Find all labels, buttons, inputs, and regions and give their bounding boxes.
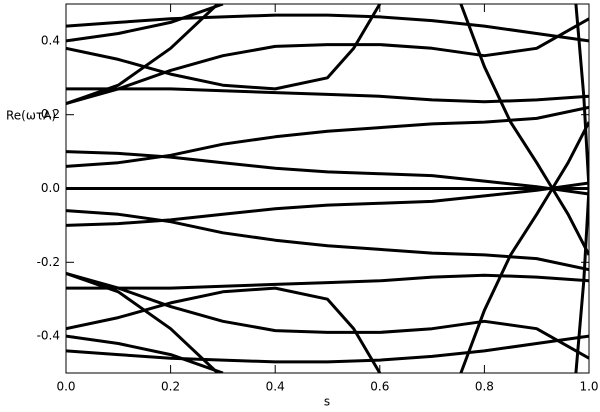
curve xyxy=(66,17,589,106)
y-tick-label: 0.2 xyxy=(41,107,60,121)
curve xyxy=(66,150,589,196)
curve xyxy=(66,286,382,373)
curve xyxy=(66,271,219,373)
x-tick-label: 0.4 xyxy=(266,380,285,394)
curve xyxy=(66,181,589,227)
x-tick-label: 1.0 xyxy=(579,380,598,394)
curve xyxy=(574,4,589,373)
x-axis-label: s xyxy=(324,395,330,409)
curve xyxy=(66,4,219,106)
x-tick-label: 0.8 xyxy=(475,380,494,394)
curve xyxy=(459,121,589,373)
curve xyxy=(66,334,224,373)
x-tick-label: 0.2 xyxy=(161,380,180,394)
y-tick-label: -0.2 xyxy=(37,255,60,269)
curve xyxy=(66,271,589,360)
curve xyxy=(66,87,589,104)
curve xyxy=(66,209,589,272)
curve xyxy=(66,105,589,168)
curve xyxy=(66,4,382,91)
curve xyxy=(66,13,589,43)
plot-lines xyxy=(66,4,589,373)
y-tick-label: 0.0 xyxy=(41,181,60,195)
y-tick-label: 0.4 xyxy=(41,33,60,47)
y-tick-label: -0.4 xyxy=(37,329,60,343)
curve xyxy=(66,273,589,290)
curve xyxy=(66,334,589,364)
curve xyxy=(66,4,224,43)
y-axis-label: Re(ωτA) xyxy=(6,109,56,123)
x-tick-label: 0.0 xyxy=(56,380,75,394)
x-tick-label: 0.6 xyxy=(370,380,389,394)
curve xyxy=(459,4,589,256)
